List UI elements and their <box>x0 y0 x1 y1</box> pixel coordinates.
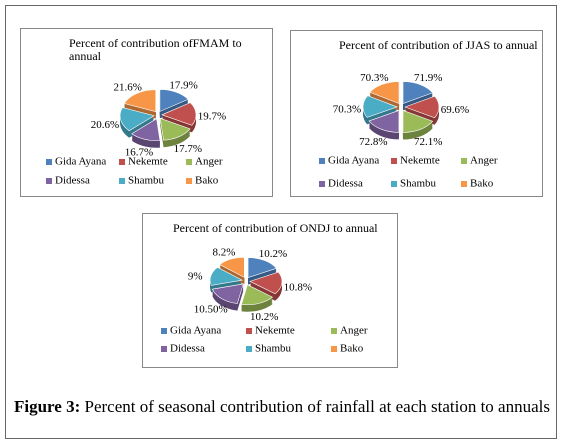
legend-label: Shambu <box>128 175 165 187</box>
legend-swatch <box>119 159 125 165</box>
legend-swatch <box>161 328 167 334</box>
caption-label: Figure 3: <box>14 397 81 416</box>
slice <box>241 284 274 306</box>
data-label: 9% <box>188 271 203 283</box>
pie-chart: 71.9% 69.6% 72.1% 72.8% 70.3% 70.3% Gida Ayana… <box>319 72 498 190</box>
data-label: 8.2% <box>213 246 236 258</box>
slice <box>161 102 197 126</box>
legend-swatch <box>119 178 125 184</box>
slice <box>362 95 398 118</box>
caption-text: Percent of seasonal contribution of rain… <box>80 397 550 416</box>
legend-swatch <box>391 158 397 164</box>
slice <box>119 107 155 132</box>
legend-swatch <box>461 158 467 164</box>
data-label: 70.3% <box>333 103 361 115</box>
legend-label: Didessa <box>55 175 90 187</box>
slice <box>131 118 161 142</box>
legend-label: Nekemte <box>255 325 295 337</box>
chart-panel: 17.9% 19.7% 17.7% 16.7% 20.6% 21.6% Gida Ayana… <box>20 28 273 197</box>
legend-swatch <box>319 158 325 164</box>
legend-swatch <box>161 346 167 352</box>
data-label: 19.7% <box>198 110 226 122</box>
data-label: 16.7% <box>125 147 153 159</box>
data-label: 70.3% <box>360 72 388 84</box>
legend-swatch <box>331 346 337 352</box>
slice <box>404 95 440 119</box>
data-label: 10.8% <box>284 281 312 293</box>
legend-swatch <box>461 181 467 187</box>
legend-swatch <box>319 181 325 187</box>
data-label: 20.6% <box>91 119 119 131</box>
slice <box>159 117 191 141</box>
legend-label: Gida Ayana <box>170 325 221 337</box>
slice <box>249 271 283 295</box>
legend-swatch <box>46 159 52 165</box>
legend-label: Shambu <box>400 178 437 190</box>
slice <box>369 81 400 104</box>
data-label: 72.1% <box>414 136 442 148</box>
legend-swatch <box>246 328 252 334</box>
slice <box>209 266 244 286</box>
legend-label: Nekemte <box>400 155 440 167</box>
chart-title: Percent of contribution ofFMAM to annual <box>69 36 242 63</box>
slice <box>159 89 189 112</box>
legend-label: Gida Ayana <box>328 155 379 167</box>
legend-label: Nekemte <box>128 156 168 168</box>
data-label: 71.9% <box>414 72 442 84</box>
pie-chart: 17.9% 19.7% 17.7% 16.7% 20.6% 21.6% Gida Ayana… <box>46 79 226 187</box>
slice <box>402 110 434 133</box>
legend-label: Didessa <box>328 178 363 190</box>
legend-label: Anger <box>340 325 368 337</box>
legend-label: Bako <box>340 343 364 355</box>
legend-swatch <box>46 178 52 184</box>
slice <box>219 257 245 278</box>
data-label: 10.50% <box>194 304 228 316</box>
legend-swatch <box>331 328 337 334</box>
legend-label: Anger <box>195 156 223 168</box>
slice <box>211 283 244 304</box>
legend-swatch <box>186 159 192 165</box>
slice <box>247 257 277 278</box>
slice <box>123 89 157 113</box>
chart-panel: 10.2% 10.8% 10.2% 10.50% 9% 8.2% Gida Ayana Nek… <box>142 213 398 368</box>
caption: Figure 3: Percent of seasonal contributi… <box>14 396 559 418</box>
data-label: 21.6% <box>114 81 142 93</box>
data-label: 72.8% <box>359 136 387 148</box>
legend-swatch <box>246 346 252 352</box>
legend-swatch <box>391 181 397 187</box>
legend-swatch <box>186 178 192 184</box>
slice <box>368 110 400 133</box>
legend-label: Bako <box>470 178 494 190</box>
figure-frame <box>5 5 557 439</box>
legend-label: Shambu <box>255 343 292 355</box>
pie-chart: 10.2% 10.8% 10.2% 10.50% 9% 8.2% Gida Ayana Nek… <box>161 246 368 355</box>
legend-label: Gida Ayana <box>55 156 106 168</box>
legend-label: Bako <box>195 175 219 187</box>
data-label: 69.6% <box>441 104 469 116</box>
chart-title: Percent of contribution of JJAS to annua… <box>339 38 538 52</box>
legend-label: Didessa <box>170 343 205 355</box>
legend-label: Anger <box>470 155 498 167</box>
data-label: 17.7% <box>174 143 202 155</box>
data-label: 10.2% <box>250 311 278 323</box>
data-label: 10.2% <box>259 248 287 260</box>
chart-panel: 71.9% 69.6% 72.1% 72.8% 70.3% 70.3% Gida Ayana… <box>290 30 543 197</box>
chart-title: Percent of contribution of ONDJ to annua… <box>173 221 378 235</box>
slice <box>402 81 434 104</box>
data-label: 17.9% <box>169 79 197 91</box>
